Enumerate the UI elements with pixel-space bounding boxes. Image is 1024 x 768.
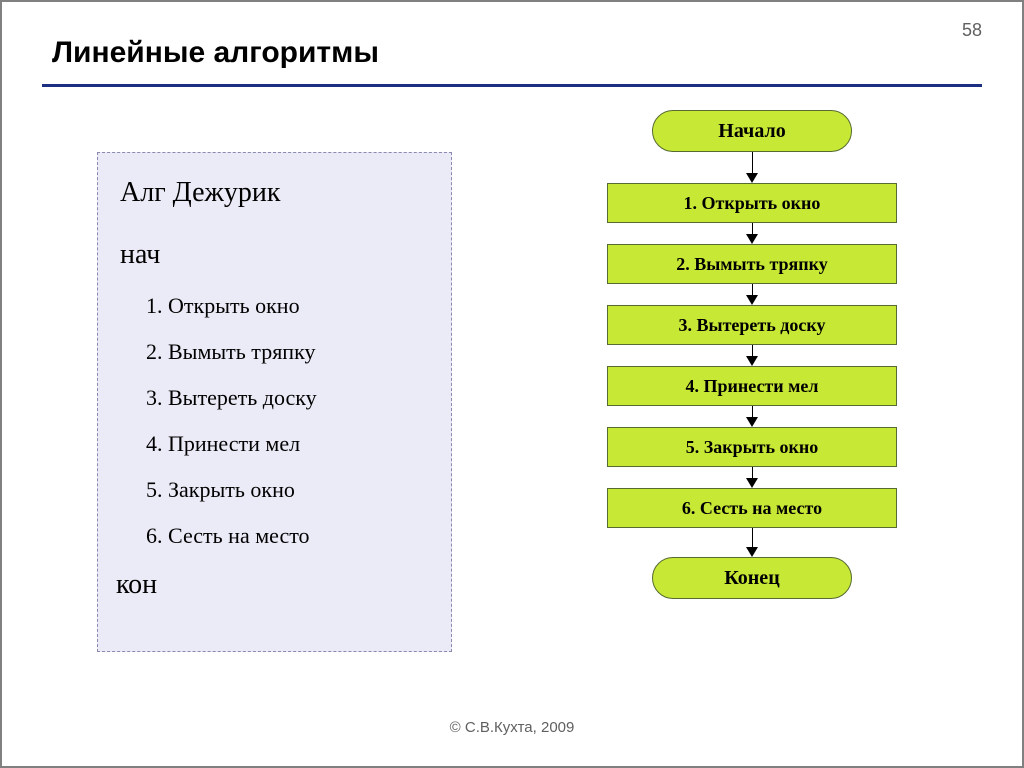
algo-end-keyword: кон: [116, 569, 433, 601]
flow-process: 2. Вымыть тряпку: [607, 244, 897, 284]
algo-begin-keyword: нач: [120, 239, 433, 271]
flow-process: 5. Закрыть окно: [607, 427, 897, 467]
algo-step: 2. Вымыть тряпку: [146, 339, 433, 365]
algo-step: 5. Закрыть окно: [146, 477, 433, 503]
flow-arrow: [746, 152, 758, 183]
flow-process: 6. Сесть на место: [607, 488, 897, 528]
footer-copyright: © С.В.Кухта, 2009: [2, 719, 1022, 736]
algo-step: 4. Принести мел: [146, 431, 433, 457]
flow-arrow: [746, 528, 758, 557]
flow-end: Конец: [652, 557, 852, 599]
flow-process: 1. Открыть окно: [607, 183, 897, 223]
page-title: Линейные алгоритмы: [52, 36, 379, 70]
flowchart: Начало 1. Открыть окно 2. Вымыть тряпку 3. …: [562, 110, 942, 599]
algo-step: 3. Вытереть доску: [146, 385, 433, 411]
flow-arrow: [746, 284, 758, 305]
algo-step: 1. Открыть окно: [146, 293, 433, 319]
flow-arrow: [746, 223, 758, 244]
page-number: 58: [962, 20, 982, 41]
algo-title: Алг Дежурик: [120, 177, 433, 209]
flow-process: 3. Вытереть доску: [607, 305, 897, 345]
algo-step: 6. Сесть на место: [146, 523, 433, 549]
algorithm-text-box: Алг Дежурик нач 1. Открыть окно 2. Вымыт…: [97, 152, 452, 652]
flow-process: 4. Принести мел: [607, 366, 897, 406]
title-rule: [42, 84, 982, 87]
flow-arrow: [746, 467, 758, 488]
flow-start: Начало: [652, 110, 852, 152]
flow-arrow: [746, 345, 758, 366]
flow-arrow: [746, 406, 758, 427]
